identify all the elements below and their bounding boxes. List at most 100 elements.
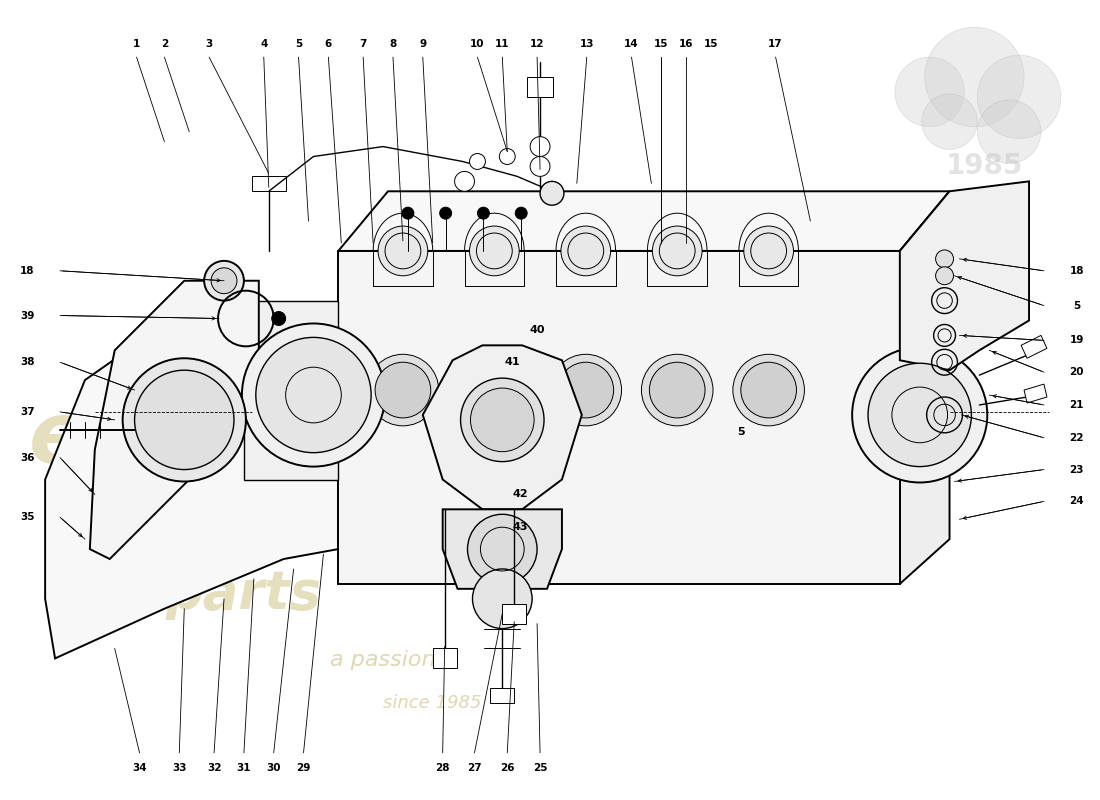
Polygon shape [900, 191, 949, 584]
Polygon shape [252, 176, 286, 191]
Circle shape [466, 362, 522, 418]
Text: 16: 16 [679, 39, 693, 50]
Text: 43: 43 [513, 522, 528, 532]
Circle shape [461, 378, 544, 462]
Circle shape [402, 207, 414, 219]
Text: 33: 33 [172, 762, 187, 773]
Circle shape [477, 207, 490, 219]
Text: 15: 15 [654, 39, 669, 50]
Circle shape [123, 358, 246, 482]
Text: 1985: 1985 [946, 153, 1023, 181]
Text: 6: 6 [324, 39, 332, 50]
Polygon shape [339, 251, 900, 584]
Polygon shape [432, 649, 456, 668]
Text: 35: 35 [20, 512, 34, 522]
Polygon shape [503, 604, 526, 624]
Circle shape [558, 362, 614, 418]
Circle shape [272, 311, 286, 326]
Text: car: car [192, 478, 344, 561]
Text: 9: 9 [419, 39, 427, 50]
Circle shape [978, 55, 1060, 138]
Text: 5: 5 [1074, 301, 1080, 310]
Circle shape [895, 57, 965, 126]
Circle shape [641, 354, 713, 426]
Text: 1: 1 [133, 39, 140, 50]
Text: 34: 34 [132, 762, 147, 773]
Polygon shape [1024, 384, 1047, 403]
Circle shape [649, 362, 705, 418]
Polygon shape [339, 191, 949, 251]
Text: 26: 26 [500, 762, 515, 773]
Text: 8: 8 [389, 39, 397, 50]
Polygon shape [442, 510, 562, 589]
Circle shape [936, 267, 954, 285]
Polygon shape [491, 688, 514, 703]
Text: 13: 13 [580, 39, 594, 50]
Text: 42: 42 [513, 490, 528, 499]
Text: 29: 29 [296, 762, 310, 773]
Text: 40: 40 [529, 326, 544, 335]
Text: 37: 37 [20, 407, 34, 417]
Text: 10: 10 [470, 39, 485, 50]
Text: 18: 18 [20, 266, 34, 276]
Circle shape [468, 514, 537, 584]
Circle shape [740, 362, 796, 418]
Circle shape [922, 94, 978, 150]
Text: 27: 27 [468, 762, 482, 773]
Circle shape [550, 354, 622, 426]
Text: 23: 23 [1069, 465, 1084, 474]
Circle shape [744, 226, 793, 276]
Circle shape [473, 569, 532, 629]
Circle shape [367, 354, 439, 426]
Circle shape [471, 388, 535, 452]
Circle shape [134, 370, 234, 470]
Circle shape [454, 171, 474, 191]
Circle shape [515, 207, 527, 219]
Circle shape [470, 154, 485, 170]
Polygon shape [900, 182, 1028, 370]
Text: 31: 31 [236, 762, 251, 773]
Circle shape [459, 354, 530, 426]
Circle shape [375, 362, 431, 418]
Text: 14: 14 [624, 39, 639, 50]
Circle shape [561, 226, 610, 276]
Polygon shape [422, 346, 582, 510]
Text: 5: 5 [737, 427, 745, 437]
Circle shape [256, 338, 371, 453]
Circle shape [440, 207, 452, 219]
Text: 5: 5 [295, 39, 302, 50]
Polygon shape [1021, 335, 1047, 358]
Circle shape [540, 182, 564, 206]
Text: euro: euro [29, 398, 250, 482]
Circle shape [205, 261, 244, 301]
Circle shape [211, 268, 236, 294]
Circle shape [733, 354, 804, 426]
Text: 17: 17 [768, 39, 783, 50]
Text: 2: 2 [161, 39, 168, 50]
Circle shape [852, 347, 988, 482]
Text: parts: parts [166, 568, 322, 620]
Text: 20: 20 [1069, 367, 1084, 377]
Text: 3: 3 [206, 39, 212, 50]
Text: a passion: a passion [330, 650, 436, 670]
Circle shape [652, 226, 702, 276]
Circle shape [530, 137, 550, 157]
Text: 12: 12 [530, 39, 544, 50]
Text: since 1985: since 1985 [384, 694, 482, 712]
Text: 39: 39 [20, 310, 34, 321]
Circle shape [378, 226, 428, 276]
Text: 38: 38 [20, 358, 34, 367]
Text: 22: 22 [1069, 433, 1084, 442]
Text: 15: 15 [704, 39, 718, 50]
Circle shape [868, 363, 971, 466]
Circle shape [936, 250, 954, 268]
Text: 24: 24 [1069, 496, 1085, 506]
Text: 25: 25 [532, 762, 548, 773]
Text: 30: 30 [266, 762, 280, 773]
Polygon shape [244, 301, 339, 479]
Circle shape [925, 27, 1024, 126]
Text: 4: 4 [260, 39, 267, 50]
Circle shape [530, 157, 550, 176]
Text: 28: 28 [436, 762, 450, 773]
Text: 18: 18 [1069, 266, 1084, 276]
